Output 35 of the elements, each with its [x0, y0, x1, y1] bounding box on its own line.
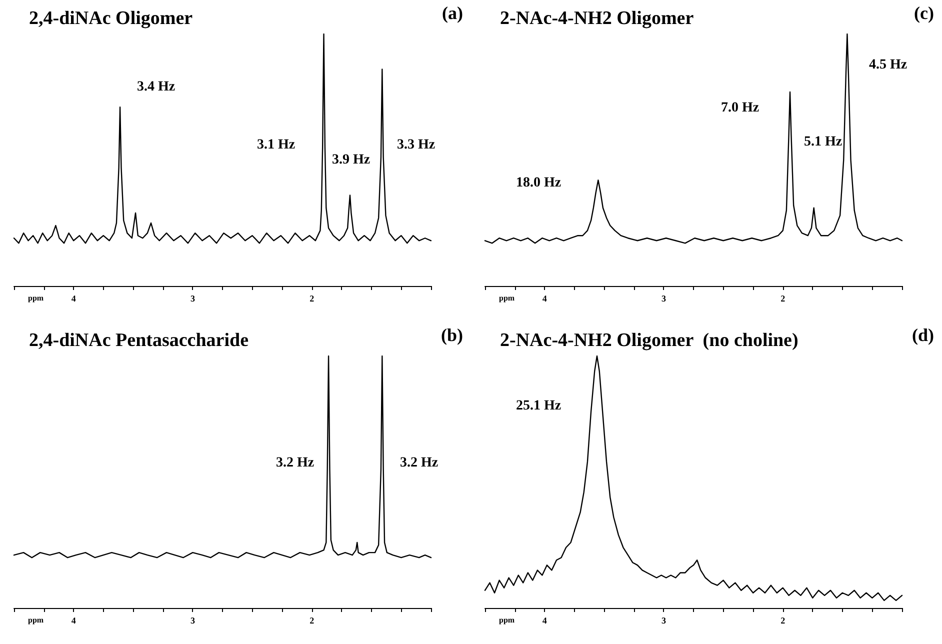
annotation: 18.0 Hz [516, 176, 562, 190]
annotation: 3.2 Hz [276, 456, 314, 470]
text: (a) [442, 3, 464, 23]
annotation: 7.0 Hz [721, 100, 760, 116]
annotation: 5.1 Hz [804, 134, 842, 150]
text: (c) [914, 3, 934, 23]
annotation: 3.2 Hz [400, 456, 438, 470]
x-axis-title: ppm [499, 616, 515, 624]
annotation: 4.5 Hz [869, 58, 908, 72]
x-tick-label: 3 [190, 616, 196, 626]
x-tick-label: 2 [780, 616, 786, 626]
annotation: 3.3 Hz [397, 138, 436, 152]
x-tick-label: 4 [71, 294, 76, 304]
x-tick-label: 2 [310, 294, 315, 304]
x-tick-label: 3 [661, 616, 666, 626]
text: (d) [912, 325, 934, 345]
x-tick-label: 3 [190, 294, 196, 304]
annotation: 3.4 Hz [137, 80, 176, 94]
x-tick-label: 4 [542, 294, 548, 304]
x-tick-label: 3 [661, 294, 666, 304]
x-tick-label: 4 [542, 616, 548, 626]
chart-title: 2-NAc-4-NH2 Oligomer [500, 8, 694, 29]
x-axis-title: ppm [28, 616, 44, 624]
chart-title: 2-NAc-4-NH2 Oligomer (no choline) [500, 330, 798, 351]
chart-title: 2,4-diNAc Oligomer [29, 8, 194, 29]
x-axis-title: ppm [28, 294, 44, 302]
annotation: 3.9 Hz [332, 152, 370, 168]
text: (b) [441, 325, 464, 345]
annotation: 3.1 Hz [257, 138, 296, 152]
x-axis-title: ppm [499, 294, 515, 302]
x-tick-label: 4 [71, 616, 76, 626]
annotation: 25.1 Hz [516, 398, 562, 414]
chart-title: 2,4-diNAc Pentasaccharide [29, 330, 249, 351]
x-tick-label: 2 [780, 294, 786, 304]
x-tick-label: 2 [310, 616, 315, 626]
